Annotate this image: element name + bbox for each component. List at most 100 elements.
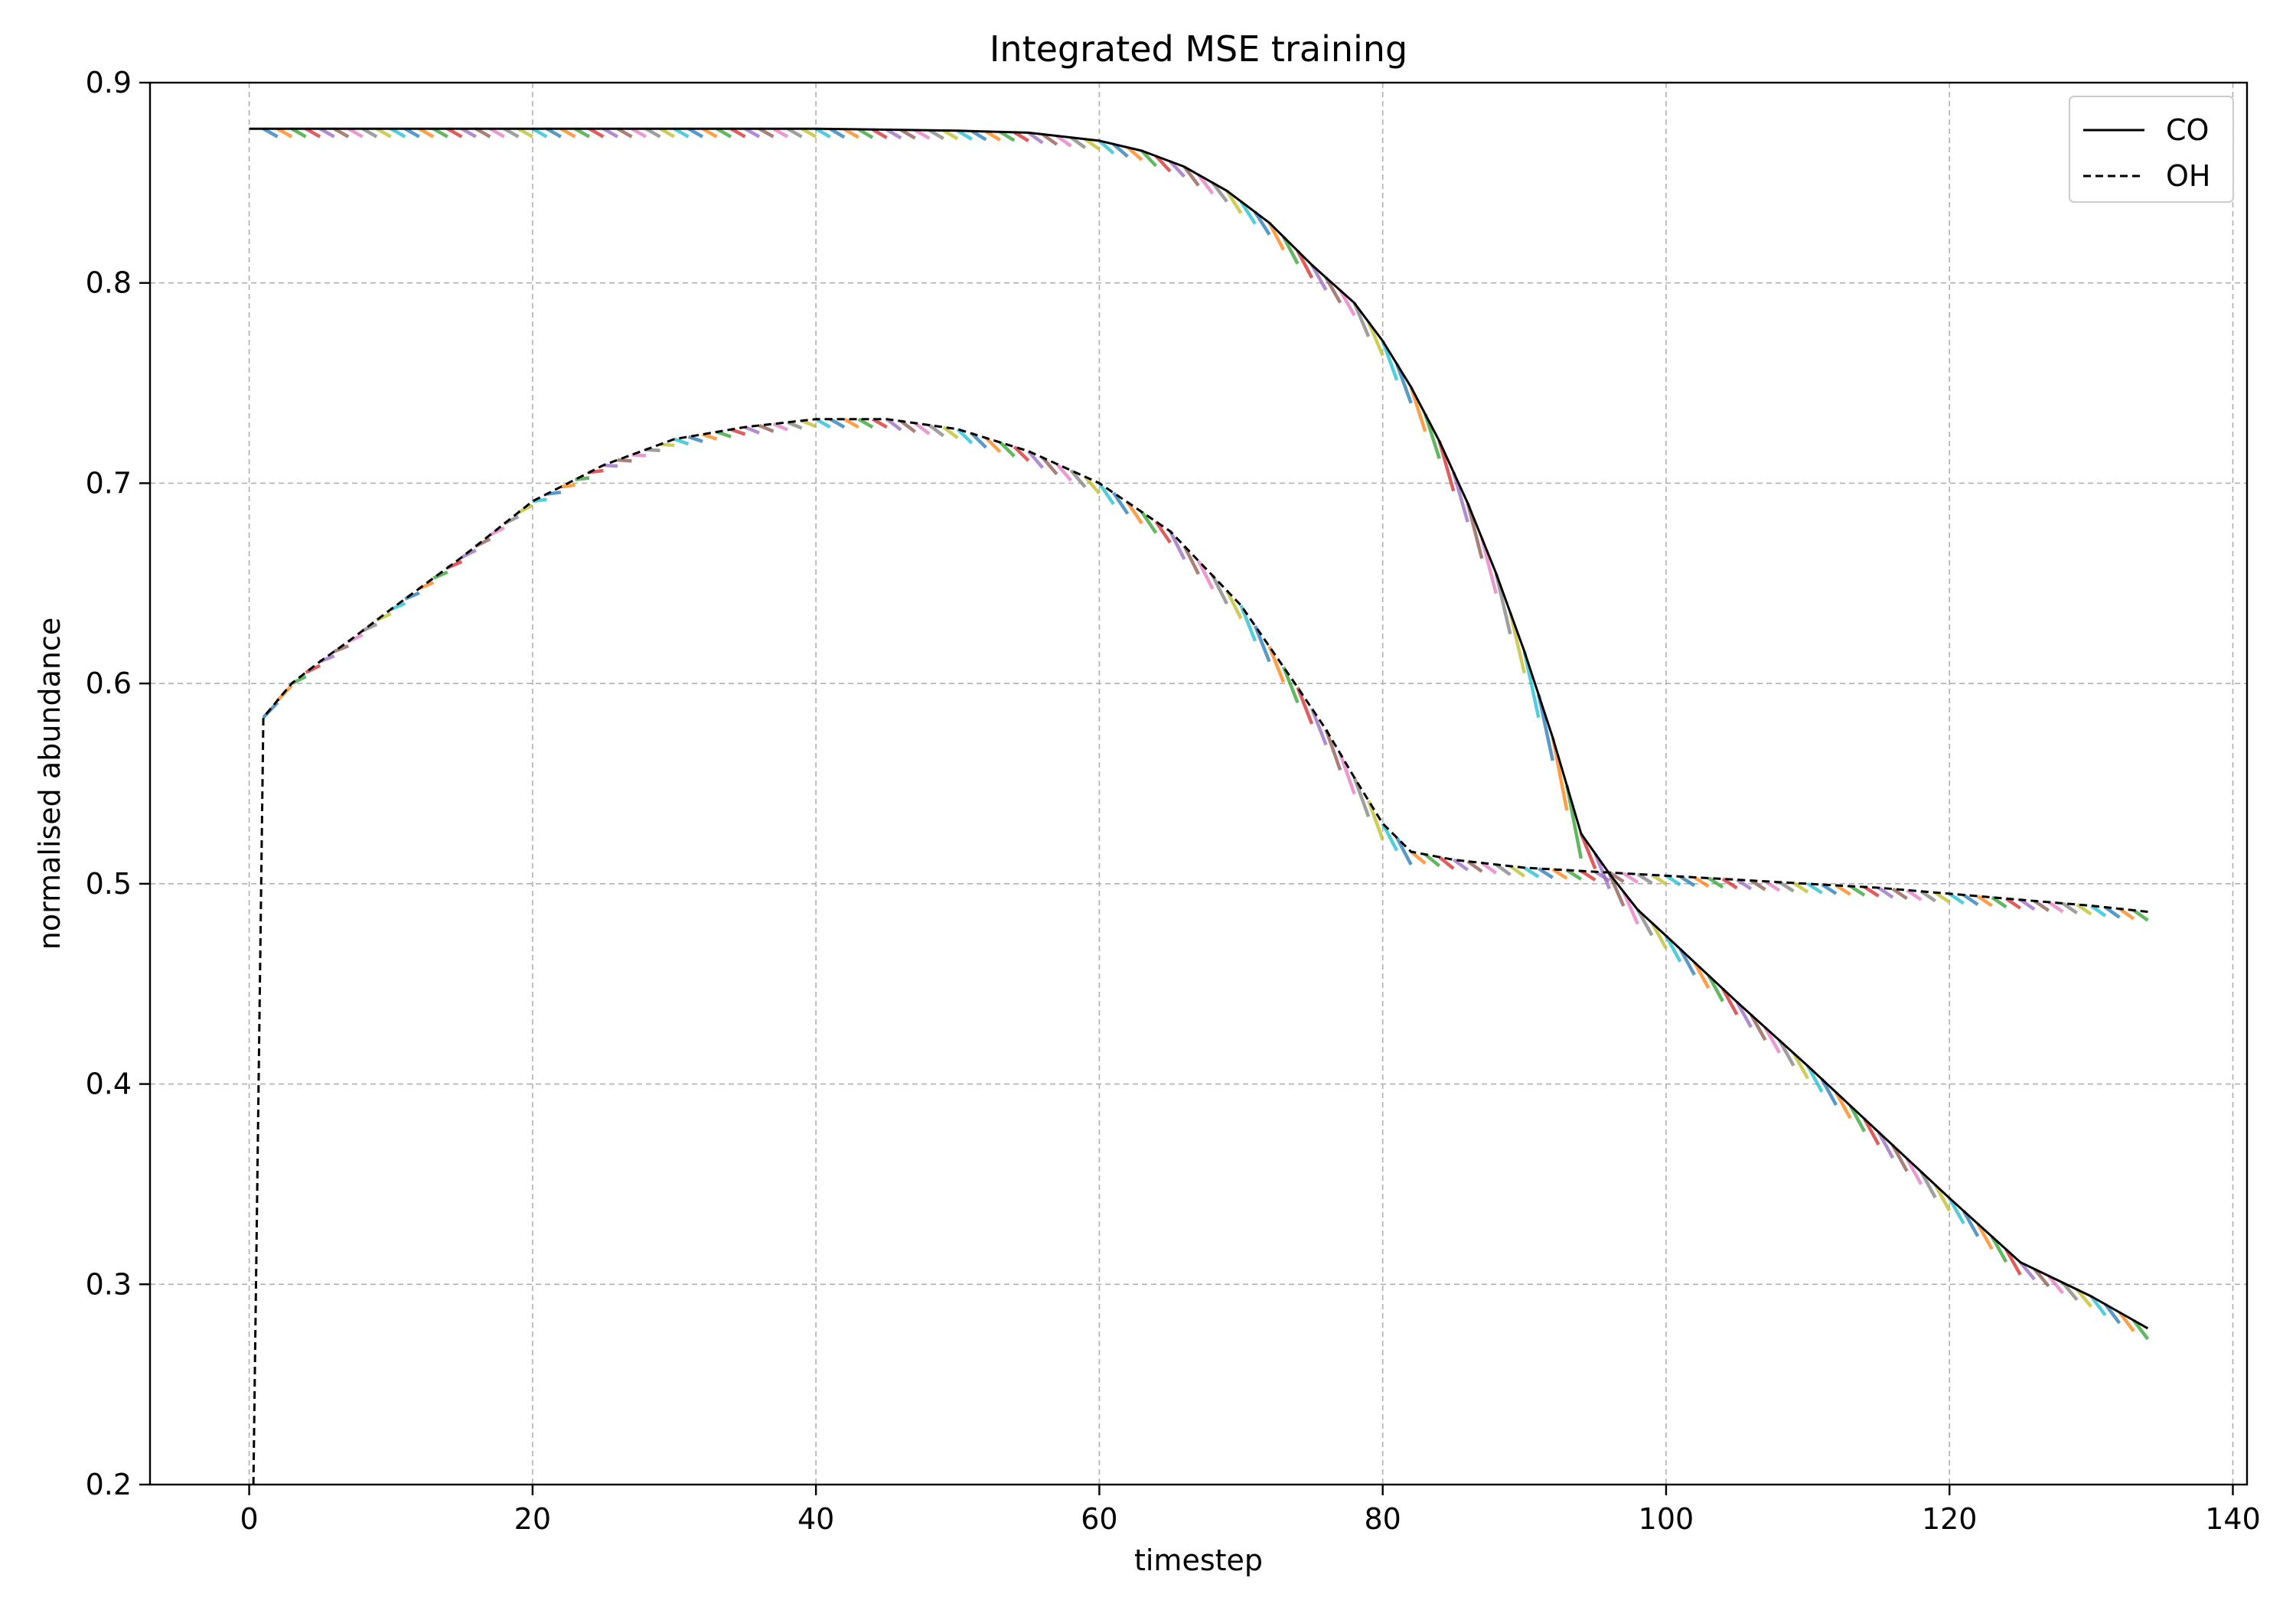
training-segment: [1282, 236, 1300, 265]
training-segment: [787, 420, 803, 430]
training-segment: [263, 127, 279, 139]
training-segment: [984, 436, 1002, 454]
training-segment: [1735, 1001, 1753, 1028]
training-segment: [1310, 264, 1328, 292]
y-tick-label: 0.5: [86, 867, 132, 901]
training-segment: [1693, 875, 1710, 888]
training-segment: [1281, 666, 1300, 704]
training-segment: [1806, 882, 1823, 895]
training-segment: [1055, 462, 1073, 482]
training-segment: [1424, 852, 1441, 868]
training-segment: [2019, 1261, 2037, 1281]
training-segment: [744, 127, 761, 139]
training-segment: [1835, 1091, 1852, 1120]
training-segment: [744, 425, 760, 435]
training-segment: [1438, 856, 1455, 870]
training-segment: [1607, 872, 1626, 907]
training-segment: [560, 483, 576, 489]
training-segment: [1594, 870, 1611, 882]
training-segment: [2118, 1311, 2135, 1332]
x-tick-label: 120: [1922, 1502, 1978, 1536]
x-tick-label: 40: [797, 1502, 834, 1536]
training-segment: [446, 127, 463, 139]
training-segment: [1792, 881, 1809, 894]
training-segment: [1976, 895, 1994, 908]
x-axis-label: timestep: [1134, 1543, 1263, 1577]
training-segment: [2004, 1248, 2022, 1276]
training-segment: [489, 526, 505, 536]
x-tick-label: 80: [1364, 1502, 1401, 1536]
training-segment: [1042, 132, 1058, 146]
training-segment: [616, 127, 633, 139]
training-segment: [914, 129, 931, 140]
training-segment: [517, 127, 533, 139]
training-segment: [461, 127, 477, 139]
training-segment: [1027, 450, 1045, 469]
training-segment: [1211, 181, 1228, 203]
training-segment: [730, 428, 746, 436]
training-segment: [716, 127, 732, 139]
training-segment: [814, 127, 831, 139]
training-segment: [305, 663, 321, 674]
training-segment: [1622, 891, 1639, 925]
training-segment: [2047, 901, 2064, 914]
training-segment: [1070, 135, 1087, 149]
y-axis-label: normalised abundance: [33, 618, 67, 950]
training-segment: [843, 127, 859, 139]
training-segment: [701, 127, 718, 139]
training-segment: [1395, 363, 1413, 404]
training-segment: [1636, 908, 1654, 937]
training-segment: [1480, 537, 1498, 595]
training-segment: [1580, 869, 1596, 882]
legend-label-co: CO: [2166, 113, 2209, 147]
training-segment: [758, 423, 775, 433]
training-segment: [1820, 1078, 1838, 1107]
training-segment: [1211, 575, 1229, 605]
y-tick-label: 0.3: [86, 1267, 132, 1301]
training-segment: [1764, 879, 1781, 892]
training-segment: [729, 127, 746, 139]
y-tick-label: 0.8: [86, 266, 132, 300]
x-tick-label: 20: [514, 1502, 551, 1536]
training-segment: [1650, 921, 1668, 950]
training-segment: [1551, 737, 1569, 811]
training-segment: [702, 432, 718, 441]
training-segment: [2104, 1303, 2122, 1325]
training-segment: [531, 127, 548, 139]
training-segment: [1508, 864, 1526, 878]
x-tick-label: 140: [2205, 1502, 2261, 1536]
training-segment: [885, 417, 902, 432]
training-segment: [843, 417, 859, 429]
training-segment: [772, 422, 788, 432]
training-segment: [1508, 611, 1527, 674]
training-segment: [1623, 872, 1639, 885]
training-segment: [517, 504, 533, 514]
training-segment: [914, 422, 931, 435]
training-segment: [631, 127, 647, 139]
training-segment: [1112, 142, 1129, 158]
training-segment: [2118, 907, 2135, 921]
training-segment: [1367, 321, 1384, 357]
training-segment: [1891, 887, 1908, 901]
training-segment: [999, 130, 1016, 142]
training-segment: [970, 129, 987, 142]
training-segment: [2132, 1319, 2150, 1341]
training-segment: [1296, 686, 1314, 725]
training-segment: [1806, 1064, 1824, 1093]
y-tick-label: 0.2: [86, 1468, 132, 1501]
training-segment: [2090, 904, 2107, 918]
training-segment: [503, 127, 520, 139]
training-segment: [1395, 836, 1413, 865]
training-segment: [588, 127, 605, 139]
training-segment: [1154, 520, 1172, 544]
training-segment: [432, 570, 448, 580]
training-segment: [1154, 155, 1172, 173]
training-segment: [687, 127, 704, 139]
training-segment: [1778, 880, 1795, 893]
training-segment: [1055, 134, 1072, 148]
training-segment: [1948, 1197, 1965, 1224]
training-segment: [857, 417, 874, 429]
training-segment: [475, 127, 491, 139]
training-segment: [1140, 149, 1158, 168]
